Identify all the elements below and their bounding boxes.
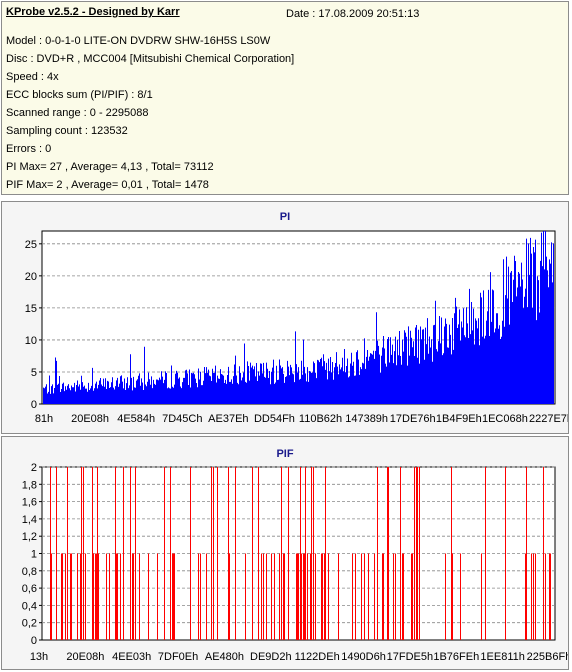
y-tick-label: 25 <box>25 239 37 251</box>
y-tick-label: 1,6 <box>22 497 37 509</box>
x-tick-label: 2227E7h <box>529 413 568 425</box>
y-tick-label: 10 <box>25 335 37 347</box>
errors-line: Errors : 0 <box>6 143 52 155</box>
y-tick-label: 0,2 <box>22 618 37 630</box>
x-tick-label: 1B76FEh <box>433 651 479 663</box>
y-tick-label: 1 <box>31 549 37 561</box>
x-tick-label: DE9D2h <box>250 651 292 663</box>
scan-date: Date : 17.08.2009 20:51:13 <box>286 8 420 20</box>
x-tick-label: 17DE76h <box>390 413 436 425</box>
x-tick-label: DD54Fh <box>254 413 295 425</box>
x-tick-label: 4EE03h <box>112 651 151 663</box>
sampling-line: Sampling count : 123532 <box>6 125 128 137</box>
pi-chart: 0 5 10 15 20 25 81h 20E08h 4E584h 7D45Ch AE37Eh DD5… <box>25 230 568 425</box>
x-tick-label: 1EC068h <box>482 413 528 425</box>
pif-chart: 0 0,2 0,4 0,6 0,8 1 1,2 1,4 1,6 1,8 2 13h 20E08h 4EE0… <box>22 462 568 663</box>
x-tick-label: AE37Eh <box>208 413 248 425</box>
x-tick-label: 1122DEh <box>295 651 340 663</box>
x-tick-label: 1EE811h <box>480 651 524 663</box>
x-tick-label: AE480h <box>205 651 244 663</box>
x-tick-label: 7DF0Eh <box>158 651 198 663</box>
pi-chart-title: PI <box>279 211 291 223</box>
x-tick-label: 81h <box>35 413 53 425</box>
pif-chart-title: PIF <box>276 448 294 460</box>
x-tick-label: 4E584h <box>117 413 155 425</box>
range-line: Scanned range : 0 - 2295088 <box>6 107 149 119</box>
pif-bars <box>50 467 551 640</box>
y-tick-label: 0,6 <box>22 583 37 595</box>
x-tick-label: 110B62h <box>299 413 342 425</box>
pif-summary-line: PIF Max= 2 , Average= 0,01 , Total= 1478 <box>6 179 209 191</box>
y-tick-label: 15 <box>25 303 37 315</box>
x-tick-label: 20E08h <box>66 651 104 663</box>
y-tick-label: 1,2 <box>22 531 37 543</box>
y-tick-label: 0 <box>31 399 37 411</box>
model-line: Model : 0-0-1-0 LITE-ON DVDRW SHW-16H5S … <box>6 35 271 47</box>
pi-chart-panel: PI 0 5 10 15 20 25 81h 20E08h 4E584h 7D45Ch AE37Eh… <box>1 201 569 434</box>
pif-chart-panel: PIF 0 0,2 0,4 0,6 0,8 1 1,2 1,4 1,6 1,8 2 13h 20E08h… <box>1 436 569 670</box>
x-tick-label: 1490D6h <box>341 651 386 663</box>
y-tick-label: 0,4 <box>22 600 37 612</box>
x-tick-label: 147389h <box>345 413 388 425</box>
y-tick-label: 20 <box>25 271 37 283</box>
info-panel: KProbe v2.5.2 - Designed by Karr Date : … <box>1 1 569 195</box>
x-tick-label: 7D45Ch <box>162 413 202 425</box>
disc-line: Disc : DVD+R , MCC004 [Mitsubishi Chemic… <box>6 53 295 65</box>
speed-line: Speed : 4x <box>6 71 59 83</box>
y-tick-label: 2 <box>31 462 37 474</box>
app-title: KProbe v2.5.2 - Designed by Karr <box>6 6 180 18</box>
x-tick-label: 1B4F9Eh <box>436 413 482 425</box>
x-tick-label: 13h <box>30 651 48 663</box>
x-tick-label: 225B6Fh <box>527 651 568 663</box>
pi-summary-line: PI Max= 27 , Average= 4,13 , Total= 7311… <box>6 161 214 173</box>
y-tick-label: 5 <box>31 367 37 379</box>
y-tick-label: 0 <box>31 635 37 647</box>
x-tick-label: 17FDE5h <box>387 651 433 663</box>
y-tick-label: 1,8 <box>22 479 37 491</box>
y-tick-label: 1,4 <box>22 514 37 526</box>
pi-bars <box>43 231 554 404</box>
x-tick-label: 20E08h <box>71 413 109 425</box>
ecc-line: ECC blocks sum (PI/PIF) : 8/1 <box>6 89 153 101</box>
y-tick-label: 0,8 <box>22 566 37 578</box>
